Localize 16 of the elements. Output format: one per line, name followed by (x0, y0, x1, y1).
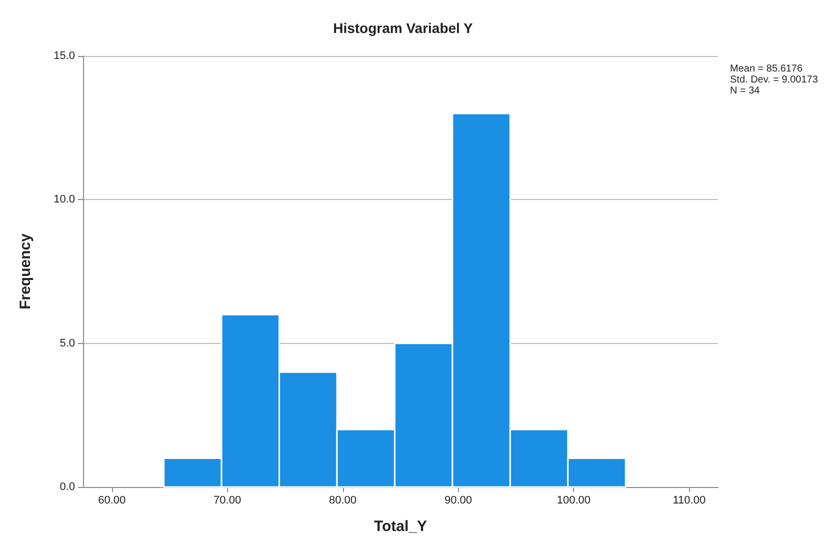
x-tick-label: 110.00 (672, 494, 706, 506)
text: N = 34 (730, 86, 760, 96)
text: Mean = 85.6176 (730, 64, 803, 74)
y-tick-label: 10.0 (54, 194, 75, 206)
x-tick-label: 70.00 (214, 494, 242, 506)
x-tick-label: 100.00 (556, 494, 591, 506)
y-tick-label: 15.0 (54, 50, 75, 62)
x-tick-label: 60.00 (98, 494, 126, 506)
x-axis-title: Total_Y (374, 518, 428, 535)
text: Std. Dev. = 9.00173 (730, 74, 818, 86)
y-tick-label: 5.0 (60, 337, 75, 350)
x-tick-label: 90.00 (444, 494, 472, 506)
x-tick-label: 80.00 (329, 494, 357, 506)
y-tick-label: 0.0 (60, 481, 75, 493)
y-axis-title: Frequency (17, 232, 34, 310)
chart-title: Histogram Variabel Y (333, 20, 474, 36)
